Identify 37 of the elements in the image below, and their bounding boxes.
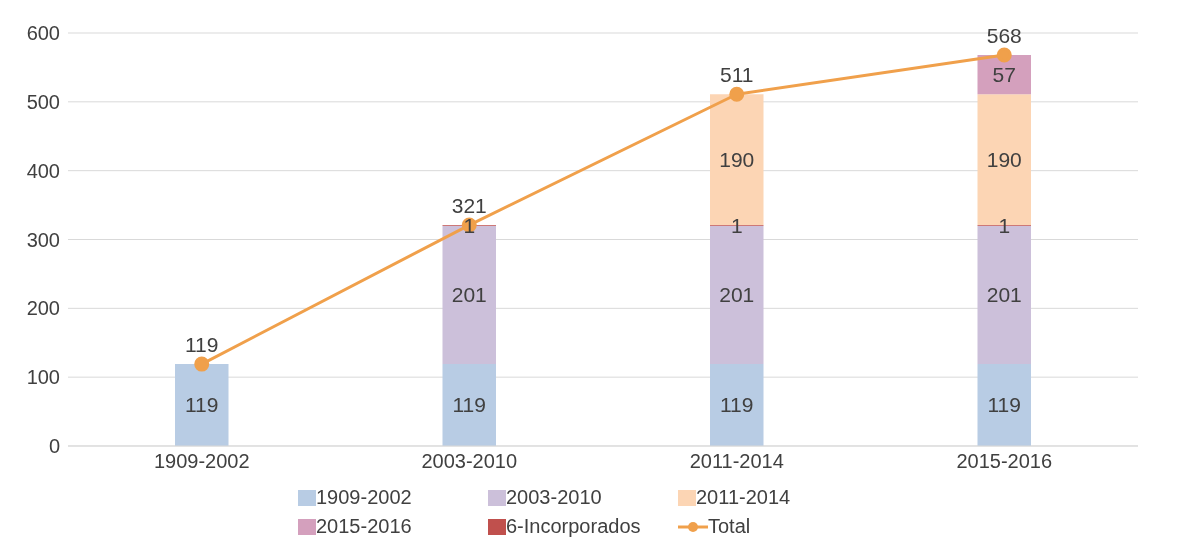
- y-tick-label: 0: [48, 435, 60, 458]
- data-label: 190: [986, 148, 1022, 172]
- data-label: 511: [720, 63, 754, 87]
- legend-label: 2011-2014: [696, 486, 791, 509]
- data-label: 119: [452, 393, 486, 417]
- data-label: 201: [451, 283, 487, 307]
- x-tick-label: 1909-2002: [153, 450, 250, 473]
- legend-label: 6-Incorporados: [506, 515, 641, 538]
- point: [996, 47, 1012, 63]
- data-label: 119: [720, 393, 754, 417]
- y-tick-label: 500: [26, 90, 60, 113]
- y-tick-label: 100: [26, 366, 60, 389]
- y-tick-label: 200: [26, 297, 60, 320]
- bar: [175, 364, 229, 446]
- x-tick-label: 2003-2010: [421, 450, 518, 473]
- y-tick-label: 300: [26, 228, 60, 251]
- legend-label: Total: [708, 515, 751, 538]
- data-label: 201: [719, 283, 755, 307]
- x-tick-label: 2011-2014: [689, 450, 784, 473]
- point: [194, 356, 210, 372]
- data-label: 119: [185, 333, 219, 357]
- bar: [977, 364, 1031, 446]
- bar: [710, 364, 764, 446]
- bar: [442, 364, 496, 446]
- x-tick-label: 2015-2016: [956, 450, 1053, 473]
- data-label: 201: [986, 283, 1022, 307]
- y-tick-label: 400: [26, 159, 60, 182]
- y-tick-label: 600: [26, 22, 60, 45]
- point: [729, 86, 745, 102]
- legend-label: 2015-2016: [316, 515, 412, 538]
- legend-label: 2003-2010: [506, 486, 602, 509]
- data-label: 57: [992, 63, 1016, 87]
- legend-label: 1909-2002: [316, 486, 412, 509]
- data-label: 190: [719, 148, 755, 172]
- data-label: 568: [986, 24, 1022, 48]
- data-label: 119: [987, 393, 1021, 417]
- data-label: 119: [185, 393, 219, 417]
